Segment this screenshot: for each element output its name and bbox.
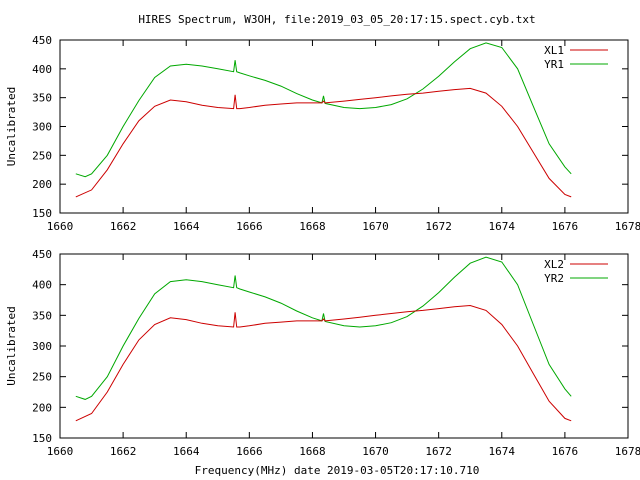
y-tick-label: 350 <box>32 309 52 322</box>
y-tick-label: 450 <box>32 248 52 261</box>
x-axis-label: Frequency(MHz) date 2019-03-05T20:17:10.… <box>195 464 480 477</box>
y-tick-label: 450 <box>32 34 52 47</box>
plot-frame <box>59 39 629 214</box>
y-tick-label: 400 <box>32 279 52 292</box>
x-tick-label: 1660 <box>47 220 74 233</box>
x-tick-label: 1668 <box>299 220 326 233</box>
legend-label-xl2: XL2 <box>544 258 564 271</box>
y-tick-label: 200 <box>32 401 52 414</box>
y-tick-label: 300 <box>32 121 52 134</box>
x-tick-label: 1662 <box>110 220 137 233</box>
x-tick-label: 1676 <box>552 220 579 233</box>
y-tick-label: 200 <box>32 178 52 191</box>
series-line-xl1 <box>75 87 572 198</box>
x-tick-label: 1674 <box>489 220 516 233</box>
x-tick-label: 1672 <box>425 445 452 458</box>
y-tick-label: 250 <box>32 149 52 162</box>
x-tick-label: 1678 <box>615 445 640 458</box>
y-tick-label: 250 <box>32 371 52 384</box>
x-tick-label: 1672 <box>425 220 452 233</box>
series-line-yr2 <box>75 256 572 400</box>
y-tick-label: 350 <box>32 92 52 105</box>
x-tick-label: 1666 <box>236 445 263 458</box>
x-tick-label: 1664 <box>173 445 200 458</box>
x-tick-label: 1670 <box>362 445 389 458</box>
x-tick-label: 1664 <box>173 220 200 233</box>
legend-label-xl1: XL1 <box>544 44 564 57</box>
x-tick-label: 1676 <box>552 445 579 458</box>
x-tick-label: 1678 <box>615 220 640 233</box>
series-line-yr1 <box>75 42 572 178</box>
y-tick-label: 150 <box>32 432 52 445</box>
series-line-xl2 <box>75 304 572 422</box>
top-panel-xl1-yr1: 150 200 250 300 350 400 450 1660 1662 1664 1666 166… <box>5 34 640 233</box>
x-tick-label: 1668 <box>299 445 326 458</box>
y-axis-label: Uncalibrated <box>5 87 18 166</box>
plot-frame <box>59 253 629 439</box>
y-tick-label: 300 <box>32 340 52 353</box>
x-tick-label: 1670 <box>362 220 389 233</box>
y-axis-label: Uncalibrated <box>5 306 18 385</box>
figure-title: HIRES Spectrum, W3OH, file:2019_03_05_20… <box>138 13 535 26</box>
x-tick-label: 1662 <box>110 445 137 458</box>
legend-label-yr1: YR1 <box>544 58 564 71</box>
y-tick-label: 400 <box>32 63 52 76</box>
x-tick-label: 1660 <box>47 445 74 458</box>
legend-label-yr2: YR2 <box>544 272 564 285</box>
y-tick-label: 150 <box>32 207 52 220</box>
bottom-panel-xl2-yr2: 150 200 250 300 350 400 450 1660 1662 1664 1666 166… <box>5 248 640 458</box>
x-tick-label: 1674 <box>489 445 516 458</box>
x-tick-label: 1666 <box>236 220 263 233</box>
